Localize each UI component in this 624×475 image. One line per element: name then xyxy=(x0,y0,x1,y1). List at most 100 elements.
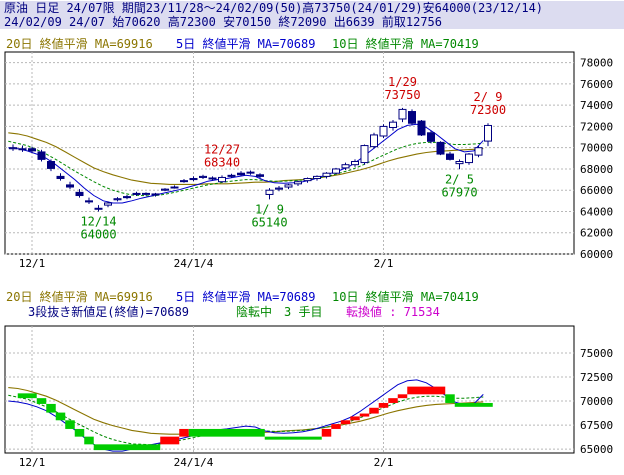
sanbon-reversal: 転換値 : 71534 xyxy=(346,304,440,319)
candle-body-bull xyxy=(275,187,283,190)
candle xyxy=(237,171,245,176)
candle xyxy=(389,120,397,131)
candle xyxy=(28,146,36,153)
candle xyxy=(484,123,492,147)
legend-ma10-lower: 10日 終値平滑 MA=70419 xyxy=(332,289,479,304)
candle-body-bull xyxy=(208,177,217,180)
upper-y-tick-label: 60000 xyxy=(580,248,613,261)
candle-body-bull xyxy=(151,193,160,196)
candle xyxy=(180,179,188,183)
candle-body-bull xyxy=(199,175,207,178)
lower-grid xyxy=(5,326,574,453)
lower-x-axis: 12/1 24/1/4 2/1 xyxy=(19,456,394,469)
candle-body-bull xyxy=(351,161,359,166)
candle xyxy=(455,159,464,170)
header-period-summary: 原油 日足 24/07限 期間23/11/28～24/02/09(50)高737… xyxy=(0,1,624,15)
lower-x-tick-label: 2/1 xyxy=(374,456,394,469)
candle xyxy=(446,151,454,161)
candle xyxy=(75,189,84,198)
upper-moving-averages xyxy=(8,123,484,204)
annotation-value: 65140 xyxy=(251,215,287,229)
candle-body-bull xyxy=(389,121,397,128)
rise-block xyxy=(407,386,446,395)
candle-body-bear xyxy=(436,141,445,155)
rise-block xyxy=(350,416,360,421)
upper-y-tick-label: 72000 xyxy=(580,120,613,133)
lower-y-tick-label: 70000 xyxy=(580,395,613,408)
candle xyxy=(417,120,426,136)
candle xyxy=(379,124,388,139)
candle-body-bear xyxy=(123,196,131,199)
lower-y-tick-label: 72500 xyxy=(580,371,613,384)
ma10-line-lower xyxy=(8,394,484,446)
rise-block xyxy=(160,436,180,445)
annotation-date: 1/29 xyxy=(388,75,417,89)
candle-body-bull xyxy=(313,175,321,180)
rise-block xyxy=(340,420,351,425)
candle xyxy=(313,175,321,181)
candle-body-bull xyxy=(370,134,378,148)
candle xyxy=(322,172,331,179)
candle-body-bear xyxy=(85,200,93,203)
candle xyxy=(465,153,473,165)
candle-body-bear xyxy=(18,148,27,151)
candle xyxy=(351,159,359,167)
candle xyxy=(227,173,236,178)
candle xyxy=(47,159,55,172)
fall-block xyxy=(93,444,161,451)
candle xyxy=(161,188,169,192)
candle xyxy=(123,194,131,200)
candle xyxy=(113,197,122,202)
lower-y-tick-label: 75000 xyxy=(580,347,613,360)
fall-block xyxy=(36,398,47,404)
rise-block xyxy=(179,428,189,437)
candle-body-bear xyxy=(256,174,264,177)
upper-y-tick-label: 62000 xyxy=(580,227,613,240)
candle-body-bear xyxy=(94,207,103,210)
fall-block xyxy=(264,436,322,440)
candle xyxy=(360,144,369,165)
candle-body-bear xyxy=(56,175,65,180)
candle xyxy=(436,141,445,156)
candlestick-series xyxy=(9,107,492,212)
candle xyxy=(9,144,17,151)
upper-y-tick-label: 78000 xyxy=(580,57,613,70)
candle xyxy=(18,145,27,152)
candle-body-bull xyxy=(332,168,340,174)
fall-block xyxy=(454,402,493,407)
candle-body-bull xyxy=(484,124,492,142)
fall-block xyxy=(65,420,75,429)
fall-block xyxy=(46,403,56,413)
fall-block xyxy=(445,394,455,403)
upper-y-axis: 60000 62000 64000 66000 68000 70000 72000 74000… xyxy=(580,57,613,261)
candle xyxy=(218,175,226,183)
candle xyxy=(37,149,46,162)
upper-y-tick-label: 70000 xyxy=(580,142,613,155)
candle-body-bull xyxy=(294,181,302,185)
sanbon-label: 3段抜き新値足(終値)=70689 xyxy=(28,304,189,319)
upper-x-tick-label: 2/1 xyxy=(374,257,394,270)
candle-body-bull xyxy=(474,147,483,156)
candle-body-bull xyxy=(303,178,312,182)
candle-body-bear xyxy=(237,172,245,176)
candle xyxy=(265,188,274,200)
candle xyxy=(66,181,74,190)
candle-body-bull xyxy=(455,161,464,165)
three-line-break-series xyxy=(17,386,493,451)
upper-y-tick-label: 76000 xyxy=(580,78,613,91)
candle xyxy=(151,192,160,197)
candle xyxy=(332,167,340,175)
fall-block xyxy=(188,428,265,437)
candle-body-bull xyxy=(465,153,473,164)
candle xyxy=(275,185,283,192)
candle-body-bull xyxy=(218,176,226,183)
rise-block xyxy=(331,424,341,429)
candle xyxy=(132,191,141,197)
upper-x-tick-label: 24/1/4 xyxy=(174,257,214,270)
annotation-date: 2/ 5 xyxy=(445,172,474,186)
sanbon-count: 3 手目 xyxy=(284,305,322,319)
candle xyxy=(294,180,302,186)
annotation-date: 12/14 xyxy=(80,214,116,228)
rise-block xyxy=(378,402,389,408)
candle xyxy=(427,130,435,144)
